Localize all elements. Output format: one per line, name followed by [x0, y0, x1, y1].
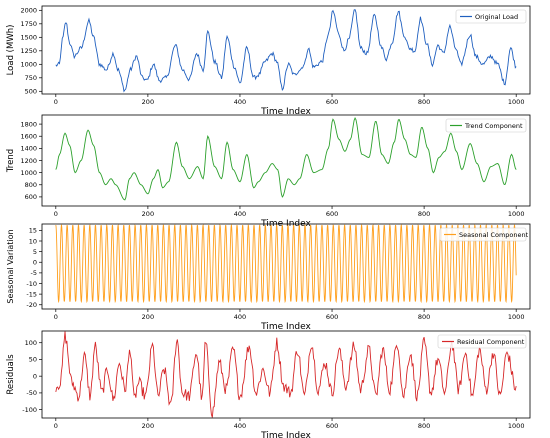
x-tick-label: 1000	[508, 98, 525, 106]
plot-frame	[41, 223, 531, 310]
y-tick-label: 1000	[20, 169, 37, 177]
x-tick-label: 200	[142, 210, 154, 218]
plot-frame	[41, 330, 531, 419]
y-tick-label: 1250	[20, 47, 37, 55]
x-axis-label: Time Index	[260, 107, 311, 117]
legend-box	[455, 9, 527, 24]
chart-panel-1: 0 200 400 600 800 1000 500 750 1000 1250 1500 1750 2…	[6, 5, 531, 117]
y-tick-label: 600	[25, 193, 37, 201]
legend-label: Seasonal Component	[459, 231, 529, 239]
y-tick-label: 1800	[20, 120, 37, 128]
y-tick-label: 1000	[20, 61, 37, 69]
x-tick-label: 0	[54, 210, 58, 218]
y-tick-label: -100	[22, 406, 37, 414]
x-tick-label: 200	[142, 313, 154, 321]
y-tick-label: 0	[33, 372, 37, 380]
x-tick-label: 600	[326, 98, 338, 106]
y-tick-label: 1200	[20, 157, 37, 165]
y-tick-label: 5	[33, 248, 37, 256]
y-tick-label: 100	[25, 339, 37, 347]
y-axis-label: Residuals	[6, 354, 16, 395]
y-tick-label: 15	[29, 227, 37, 235]
x-tick-label: 800	[418, 98, 430, 106]
y-tick-label: 750	[25, 74, 37, 82]
y-tick-label: 1750	[20, 20, 37, 28]
x-tick-label: 600	[326, 210, 338, 218]
legend-box	[445, 118, 527, 133]
y-tick-label: 0	[33, 259, 37, 267]
series-line-1-1	[55, 9, 517, 93]
y-tick-label: -5	[31, 269, 37, 277]
chart-panel-2: 0 200 400 600 800 1000 600 800 1000 1200 1400 1600 1…	[6, 114, 531, 229]
legend: Seasonal Component	[439, 227, 529, 242]
x-tick-label: 800	[418, 313, 430, 321]
legend-box	[439, 227, 527, 242]
y-tick-label: 1400	[20, 145, 37, 153]
plot-frame	[41, 5, 531, 95]
y-tick-label: -50	[26, 389, 37, 397]
series-line-4-1	[55, 331, 517, 418]
legend: Residual Component	[437, 334, 527, 349]
y-tick-label: 50	[29, 356, 37, 364]
x-tick-label: 0	[54, 313, 58, 321]
x-tick-label: 600	[326, 313, 338, 321]
y-tick-label: 2000	[20, 7, 37, 15]
x-tick-label: 0	[54, 422, 58, 430]
y-axis-label: Trend	[6, 149, 16, 173]
legend: Trend Component	[445, 118, 527, 133]
legend: Original Load	[455, 9, 527, 24]
x-tick-label: 400	[234, 210, 246, 218]
legend-label: Residual Component	[457, 338, 525, 346]
x-tick-label: 200	[142, 422, 154, 430]
x-tick-label: 200	[142, 98, 154, 106]
y-tick-label: 500	[25, 88, 37, 96]
x-tick-label: 400	[234, 422, 246, 430]
chart-panel-3: 0 200 400 600 800 1000 -20 -15 -10 -5 0 5 10 15 Time I…	[6, 223, 531, 332]
series-line-2-1	[55, 116, 517, 201]
legend-label: Trend Component	[464, 122, 523, 130]
y-tick-label: 1600	[20, 133, 37, 141]
x-tick-label: 1000	[508, 422, 525, 430]
legend-box	[437, 334, 527, 349]
x-tick-label: 0	[54, 98, 58, 106]
y-tick-label: 1500	[20, 34, 37, 42]
series-line-3-1	[55, 224, 517, 304]
x-tick-label: 1000	[508, 313, 525, 321]
y-axis-label: Load (MWh)	[6, 25, 16, 76]
y-tick-label: -20	[26, 301, 37, 309]
y-tick-label: -10	[26, 280, 37, 288]
legend-label: Original Load	[475, 13, 518, 21]
y-axis-label: Seasonal Variation	[6, 229, 15, 303]
x-tick-label: 800	[418, 422, 430, 430]
chart-panel-4: 0 200 400 600 800 1000 -100 -50 0 50 100 Time Index…	[6, 330, 531, 438]
x-tick-label: 800	[418, 210, 430, 218]
x-tick-label: 600	[326, 422, 338, 430]
y-tick-label: -15	[26, 290, 37, 298]
x-axis-label: Time Index	[260, 322, 311, 332]
x-tick-label: 400	[234, 313, 246, 321]
y-tick-label: 10	[29, 237, 37, 245]
x-tick-label: 400	[234, 98, 246, 106]
y-tick-label: 800	[25, 181, 37, 189]
x-axis-label: Time Index	[260, 431, 311, 438]
x-tick-label: 1000	[508, 210, 525, 218]
